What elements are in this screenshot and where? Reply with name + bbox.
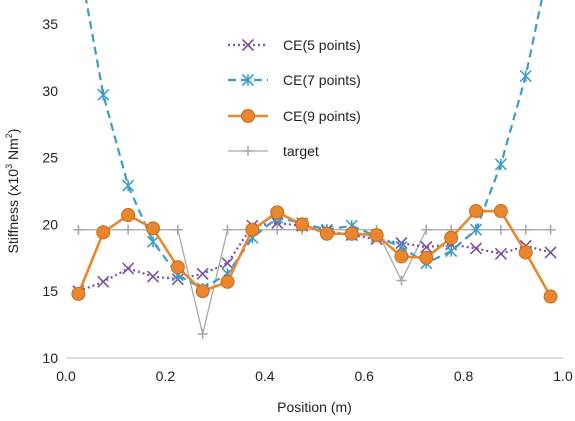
legend-label: CE(9 points): [283, 108, 361, 124]
data-point-ce-7-points: [519, 70, 532, 83]
data-point-ce-9-points: [344, 226, 359, 241]
y-tick-labels: 10 15 20 25 30 35: [42, 16, 58, 366]
data-point-ce-7-points: [122, 179, 135, 192]
series-ce-9-points: [71, 204, 558, 304]
data-point-target: [272, 224, 283, 235]
data-point-ce-5-points-stroke: [146, 270, 160, 283]
data-point-ce-9-points: [220, 274, 235, 289]
data-point-ce-9-points: [394, 249, 409, 264]
data-point-ce-5-points: [221, 257, 234, 270]
data-point-ce-9-points: [469, 204, 484, 219]
data-point-ce-5-points-stroke: [494, 247, 507, 260]
data-point-ce-5-points-stroke: [196, 267, 209, 280]
data-point-ce-5-points: [420, 241, 433, 254]
data-point-ce-5-points: [122, 262, 135, 275]
data-point-ce-9-points: [195, 284, 210, 299]
data-point-ce-9-points: [96, 225, 111, 240]
y-axis-title-close: ): [5, 129, 21, 134]
data-point-ce-7-points: [97, 88, 110, 101]
y-axis-title-main: Stiffness (x10: [5, 169, 21, 254]
x-tick-label: 0.8: [454, 368, 474, 384]
data-point-ce-9-points: [245, 222, 260, 237]
data-point-ce-9-points: [270, 205, 285, 220]
data-point-target: [421, 224, 432, 235]
legend-item: CE(7 points): [228, 72, 361, 88]
plot-area: [71, 0, 558, 339]
y-tick-label: 25: [42, 150, 58, 166]
data-point-target: [172, 224, 183, 235]
series-target: [73, 224, 556, 339]
legend-label: target: [283, 143, 319, 159]
data-point-ce-5-points: [494, 247, 507, 260]
data-point-ce-5-points: [146, 270, 160, 283]
data-point-ce-9-points: [319, 226, 334, 241]
data-point-ce-5-points-stroke: [221, 257, 234, 270]
data-point-ce-5-points-stroke: [420, 241, 433, 254]
data-point-target: [495, 224, 506, 235]
x-axis-title: Position (m): [277, 399, 352, 415]
data-point-ce-5-points: [97, 275, 110, 288]
data-point-target: [520, 224, 531, 235]
x-tick-label: 0.6: [354, 368, 374, 384]
data-point-ce-9-points: [369, 228, 384, 243]
legend-swatch-marker: [243, 146, 253, 156]
y-tick-label: 15: [42, 283, 58, 299]
data-point-ce-9-points: [493, 204, 508, 219]
data-point-ce-9-points: [170, 260, 185, 275]
legend-label: CE(7 points): [283, 72, 361, 88]
data-point-ce-9-points: [419, 250, 434, 265]
data-point-ce-5-points: [196, 267, 209, 280]
data-point-target: [222, 224, 233, 235]
legend-swatch-marker: [241, 73, 255, 87]
data-point-target: [545, 224, 556, 235]
y-tick-label: 30: [42, 83, 58, 99]
y-axis-title: Stiffness (x103 Nm2): [4, 129, 21, 254]
data-point-ce-7-points: [469, 223, 483, 236]
x-tick-label: 1.0: [553, 368, 573, 384]
legend-item: CE(5 points): [228, 37, 361, 53]
data-point-ce-5-points-stroke: [544, 246, 557, 259]
data-point-ce-7-points: [445, 245, 458, 258]
y-axis-title-superscript: 3: [4, 164, 14, 169]
y-tick-label: 35: [42, 16, 58, 32]
y-axis-title-superscript-2: 2: [4, 133, 14, 138]
data-point-ce-7-points: [494, 158, 507, 171]
legend-swatch-marker: [241, 109, 255, 123]
data-point-ce-5-points: [544, 246, 557, 259]
x-tick-label: 0.0: [56, 368, 76, 384]
series-line-ce-7-points: [85, 0, 543, 290]
data-point-ce-9-points: [518, 245, 533, 260]
data-point-ce-5-points: [469, 242, 483, 255]
data-point-ce-5-points-stroke: [97, 275, 110, 288]
legend-item: CE(9 points): [228, 108, 361, 124]
legend-label: CE(5 points): [283, 37, 361, 53]
data-point-ce-7-points: [146, 235, 160, 248]
data-point-ce-9-points: [145, 221, 160, 236]
x-tick-label: 0.4: [255, 368, 275, 384]
data-point-target: [123, 224, 134, 235]
x-tick-label: 0.2: [156, 368, 176, 384]
data-point-ce-5-points-stroke: [122, 262, 135, 275]
y-tick-label: 20: [42, 216, 58, 232]
data-point-ce-9-points: [71, 286, 86, 301]
legend-swatch-marker-stroke: [241, 38, 255, 52]
y-axis-title-unit: Nm: [5, 138, 21, 164]
data-point-ce-9-points: [295, 217, 310, 232]
data-point-target: [73, 224, 84, 235]
data-point-ce-9-points: [444, 230, 459, 245]
legend-swatch-marker: [241, 38, 255, 52]
x-tick-labels: 0.0 0.2 0.4 0.6 0.8 1.0: [56, 368, 573, 384]
data-point-ce-9-points: [121, 208, 136, 223]
data-point-ce-5-points-stroke: [469, 242, 483, 255]
chart-legend: CE(5 points) CE(7 points) CE(9 points) targ…: [228, 37, 361, 159]
data-point-target: [396, 275, 407, 286]
data-point-target: [197, 328, 208, 339]
legend-item: target: [228, 143, 319, 159]
data-point-ce-9-points: [543, 289, 558, 304]
y-tick-label: 10: [42, 350, 58, 366]
